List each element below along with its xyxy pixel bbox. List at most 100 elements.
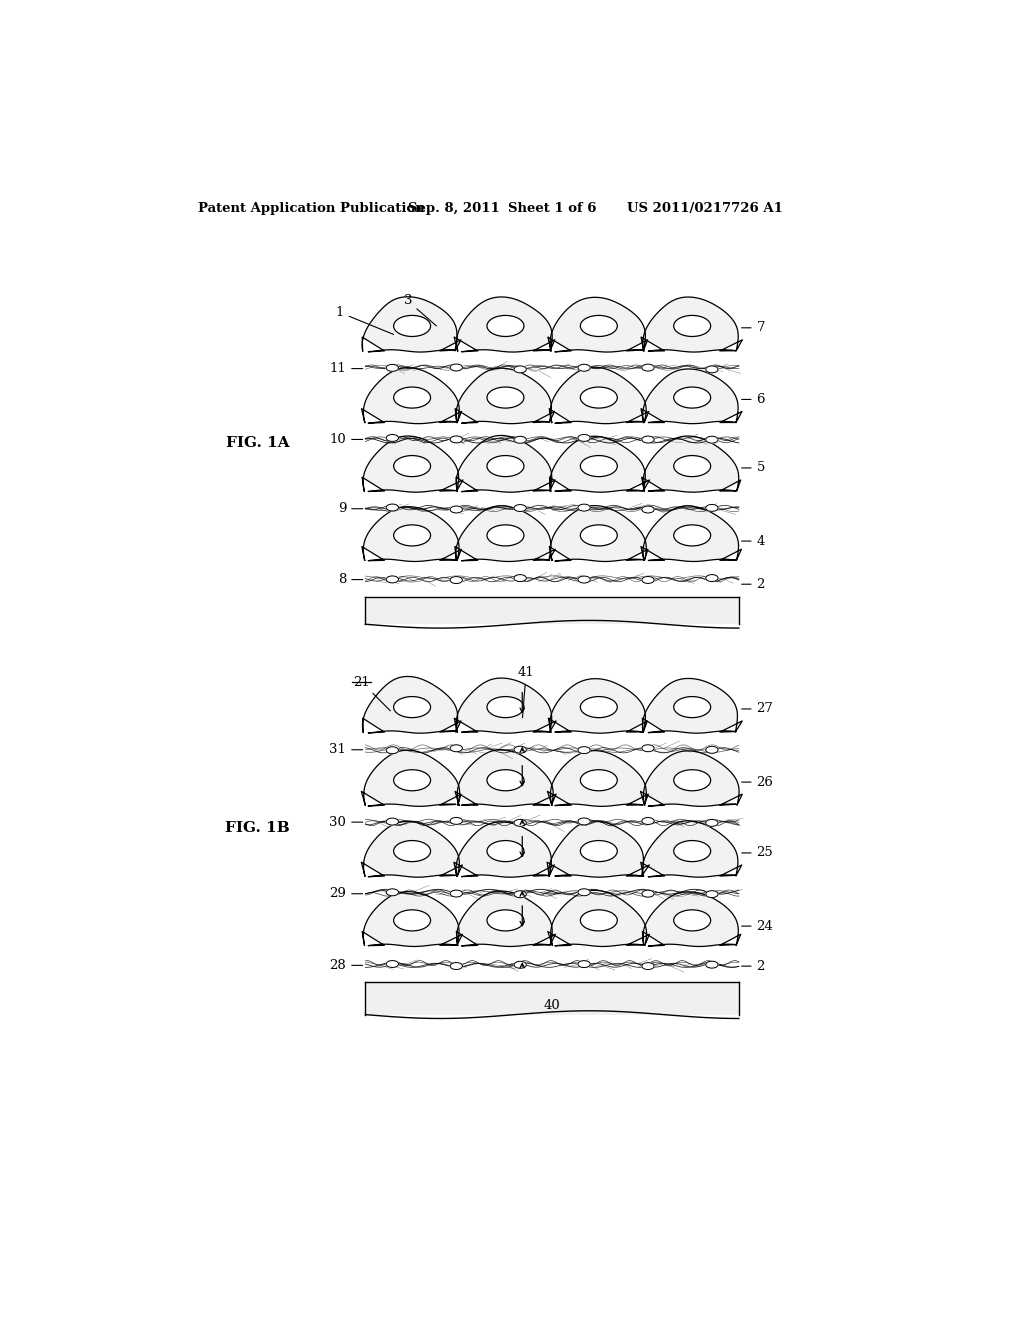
- Ellipse shape: [451, 364, 463, 371]
- Ellipse shape: [674, 387, 711, 408]
- Ellipse shape: [581, 697, 617, 718]
- Ellipse shape: [581, 841, 617, 862]
- Ellipse shape: [386, 818, 398, 825]
- Ellipse shape: [386, 504, 398, 511]
- Ellipse shape: [393, 697, 430, 718]
- Ellipse shape: [578, 434, 590, 441]
- Ellipse shape: [642, 890, 654, 898]
- Polygon shape: [548, 678, 647, 733]
- Text: 10: 10: [330, 433, 362, 446]
- Polygon shape: [362, 436, 463, 492]
- Ellipse shape: [706, 746, 718, 754]
- Ellipse shape: [386, 434, 398, 441]
- Polygon shape: [455, 297, 555, 352]
- Ellipse shape: [514, 961, 526, 969]
- Ellipse shape: [642, 744, 654, 751]
- Ellipse shape: [642, 962, 654, 970]
- Polygon shape: [362, 892, 463, 946]
- Ellipse shape: [393, 455, 430, 477]
- Text: 6: 6: [741, 393, 765, 407]
- Text: US 2011/0217726 A1: US 2011/0217726 A1: [628, 202, 783, 215]
- Polygon shape: [455, 506, 555, 561]
- Ellipse shape: [386, 961, 398, 968]
- Ellipse shape: [578, 364, 590, 371]
- Ellipse shape: [642, 506, 654, 513]
- Polygon shape: [456, 436, 555, 492]
- Ellipse shape: [642, 364, 654, 371]
- Text: 21: 21: [353, 676, 390, 711]
- Ellipse shape: [487, 909, 524, 931]
- Text: 30: 30: [330, 816, 362, 829]
- Ellipse shape: [451, 506, 463, 513]
- Ellipse shape: [578, 747, 590, 754]
- Text: 4: 4: [741, 535, 765, 548]
- Polygon shape: [641, 821, 741, 878]
- Ellipse shape: [451, 436, 463, 444]
- Text: Sep. 8, 2011: Sep. 8, 2011: [408, 202, 500, 215]
- Text: 29: 29: [330, 887, 362, 900]
- Ellipse shape: [578, 504, 590, 511]
- Text: 28: 28: [330, 958, 362, 972]
- Text: 31: 31: [330, 743, 362, 756]
- Text: 26: 26: [741, 776, 773, 788]
- Ellipse shape: [642, 436, 654, 444]
- Ellipse shape: [514, 437, 526, 444]
- Ellipse shape: [578, 888, 590, 896]
- Ellipse shape: [393, 387, 430, 408]
- Polygon shape: [361, 507, 461, 561]
- Ellipse shape: [578, 576, 590, 583]
- Ellipse shape: [706, 436, 718, 444]
- Ellipse shape: [487, 315, 524, 337]
- Ellipse shape: [393, 525, 430, 546]
- Ellipse shape: [706, 961, 718, 968]
- Text: Sheet 1 of 6: Sheet 1 of 6: [508, 202, 596, 215]
- Polygon shape: [547, 821, 649, 878]
- Polygon shape: [640, 751, 742, 807]
- Ellipse shape: [487, 387, 524, 408]
- Ellipse shape: [487, 841, 524, 862]
- Polygon shape: [362, 676, 461, 733]
- Text: 9: 9: [338, 502, 362, 515]
- Polygon shape: [550, 436, 649, 492]
- Polygon shape: [455, 368, 554, 424]
- Ellipse shape: [581, 387, 617, 408]
- Ellipse shape: [581, 909, 617, 931]
- Text: 7: 7: [741, 321, 765, 334]
- Text: 11: 11: [330, 362, 362, 375]
- Ellipse shape: [706, 366, 718, 372]
- Ellipse shape: [578, 818, 590, 825]
- Ellipse shape: [386, 364, 398, 371]
- Polygon shape: [548, 890, 649, 946]
- Polygon shape: [361, 750, 461, 807]
- Polygon shape: [641, 506, 741, 561]
- Ellipse shape: [642, 577, 654, 583]
- Ellipse shape: [386, 576, 398, 583]
- Text: 27: 27: [741, 702, 773, 715]
- Ellipse shape: [706, 504, 718, 511]
- Ellipse shape: [581, 455, 617, 477]
- Ellipse shape: [578, 961, 590, 968]
- Ellipse shape: [393, 315, 430, 337]
- Polygon shape: [642, 892, 740, 946]
- Ellipse shape: [581, 315, 617, 337]
- Polygon shape: [642, 678, 742, 733]
- Polygon shape: [641, 370, 742, 424]
- Polygon shape: [454, 822, 554, 878]
- Text: 2: 2: [741, 960, 765, 973]
- Text: FIG. 1A: FIG. 1A: [226, 437, 290, 450]
- Text: 3: 3: [403, 294, 436, 326]
- Bar: [366, 597, 739, 624]
- Text: FIG. 1B: FIG. 1B: [225, 821, 290, 836]
- Ellipse shape: [674, 770, 711, 791]
- Polygon shape: [455, 678, 556, 733]
- Ellipse shape: [451, 577, 463, 583]
- Polygon shape: [548, 297, 647, 352]
- Ellipse shape: [393, 909, 430, 931]
- Ellipse shape: [487, 697, 524, 718]
- Ellipse shape: [674, 697, 711, 718]
- Text: 1: 1: [336, 306, 393, 334]
- Polygon shape: [549, 367, 649, 424]
- Ellipse shape: [393, 841, 430, 862]
- Text: 5: 5: [741, 462, 765, 474]
- Ellipse shape: [581, 770, 617, 791]
